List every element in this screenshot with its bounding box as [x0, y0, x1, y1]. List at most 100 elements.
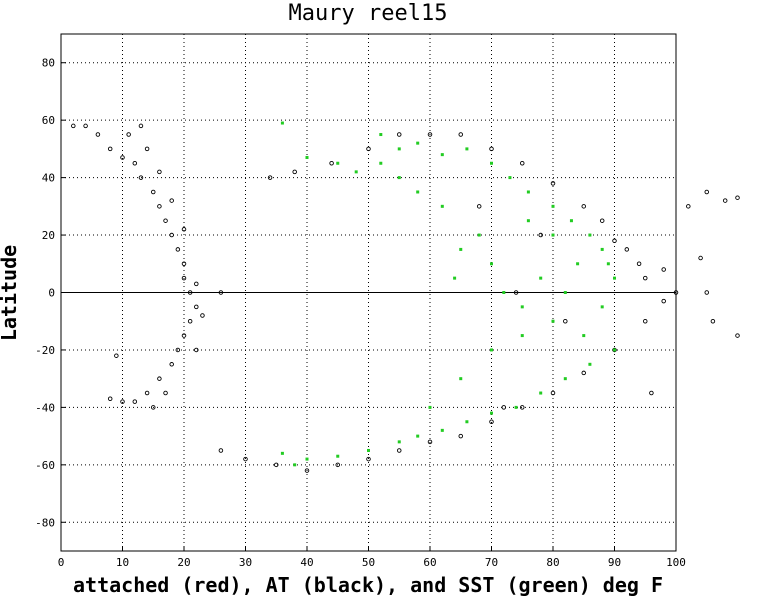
point: [132, 160, 138, 166]
point: [489, 146, 494, 152]
point: [280, 451, 284, 455]
point: [329, 160, 334, 166]
point: [367, 448, 370, 452]
point: [477, 233, 481, 237]
point: [187, 318, 193, 324]
point: [490, 161, 493, 165]
point: [194, 347, 199, 353]
point: [458, 433, 464, 439]
y-tick-label: 20: [42, 229, 55, 242]
point: [157, 204, 162, 209]
point: [305, 156, 309, 160]
point: [243, 456, 248, 462]
point: [459, 247, 463, 251]
point: [292, 169, 297, 175]
point: [599, 218, 605, 223]
point: [563, 377, 567, 381]
point: [636, 261, 642, 267]
x-tick-label: 70: [485, 556, 498, 569]
point: [508, 176, 512, 180]
point: [501, 405, 507, 410]
point: [458, 132, 464, 137]
y-axis-label: Latitude: [0, 245, 21, 341]
point: [169, 198, 174, 203]
y-tick-label: 80: [42, 57, 55, 70]
point: [514, 405, 518, 409]
x-tick-label: 10: [116, 556, 129, 569]
point: [569, 219, 573, 223]
point: [181, 275, 187, 281]
point: [397, 440, 401, 444]
x-tick-label: 90: [608, 556, 621, 569]
point: [490, 348, 493, 352]
point: [181, 227, 187, 232]
point: [200, 313, 205, 318]
point: [120, 399, 125, 404]
point: [613, 348, 616, 352]
point: [175, 247, 181, 252]
point: [126, 132, 131, 137]
point: [649, 390, 654, 396]
point: [181, 261, 187, 267]
x-tick-label: 40: [300, 556, 313, 569]
point: [612, 347, 617, 353]
point: [588, 362, 592, 366]
point: [181, 333, 187, 338]
point: [600, 247, 604, 251]
point: [722, 198, 728, 203]
y-tick-label: 60: [42, 114, 55, 127]
point: [520, 160, 525, 166]
point: [476, 204, 482, 209]
point: [624, 247, 630, 252]
point: [366, 146, 371, 152]
point: [305, 457, 309, 461]
point: [354, 170, 358, 174]
point: [588, 233, 592, 237]
point: [304, 468, 310, 473]
y-tick-label: -20: [35, 344, 55, 357]
point: [490, 411, 493, 415]
point: [336, 454, 340, 458]
point: [163, 218, 168, 223]
x-tick-label: 100: [666, 556, 686, 569]
point: [440, 428, 444, 432]
point: [132, 399, 138, 404]
point: [698, 255, 703, 261]
point: [581, 370, 587, 376]
point: [582, 334, 586, 338]
point: [490, 262, 493, 266]
point: [427, 132, 433, 137]
chart-title: Maury reel15: [289, 1, 448, 26]
point: [612, 238, 617, 244]
point: [397, 132, 402, 137]
point: [661, 298, 666, 304]
point: [144, 146, 150, 152]
point: [150, 189, 156, 195]
x-tick-label: 20: [177, 556, 190, 569]
point: [218, 290, 224, 295]
point: [520, 305, 524, 309]
point: [336, 161, 340, 165]
point: [157, 376, 162, 381]
point: [379, 161, 383, 165]
point: [539, 276, 543, 280]
point: [581, 204, 587, 209]
point: [366, 456, 371, 462]
point: [502, 291, 506, 294]
point: [95, 132, 101, 137]
x-tick-label: 60: [423, 556, 436, 569]
point: [465, 147, 469, 151]
x-tick-label: 50: [362, 556, 375, 569]
point: [551, 204, 555, 208]
point: [138, 175, 144, 180]
point: [576, 262, 580, 266]
point: [551, 319, 555, 323]
point: [114, 353, 119, 358]
point: [397, 147, 401, 151]
point: [379, 133, 383, 137]
point: [513, 290, 519, 295]
point: [163, 390, 168, 396]
point: [427, 439, 433, 445]
point: [107, 146, 113, 152]
